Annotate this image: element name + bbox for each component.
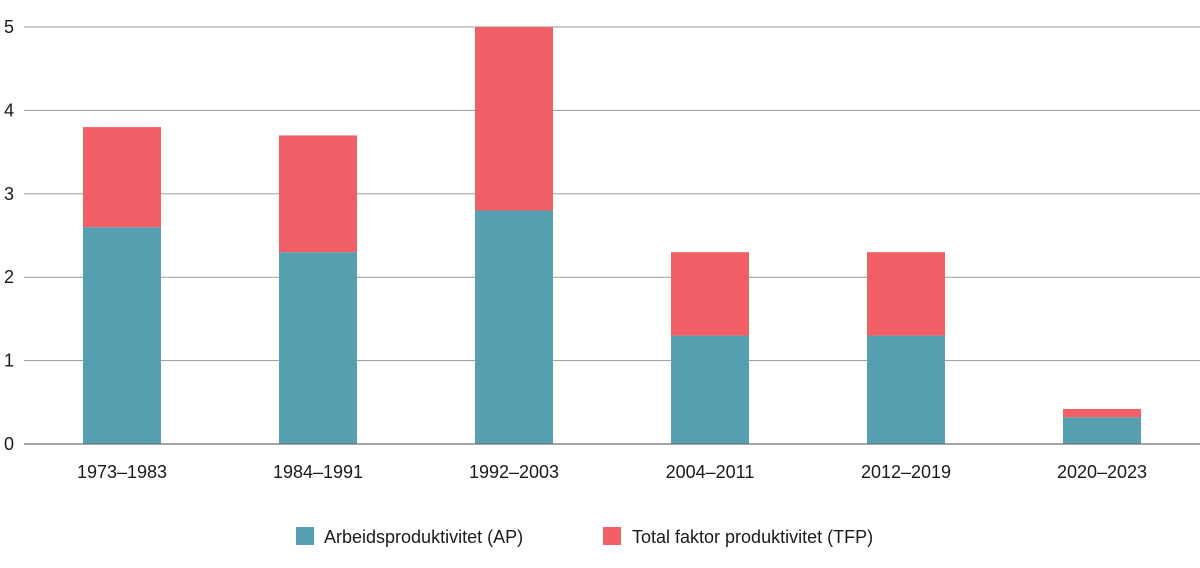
axis-layer: 0 1 2 3 4 5 1973–1983 1984–1991 1992–2003 2004–20… (4, 17, 1200, 482)
bar-ap-5 (1063, 417, 1141, 444)
bar-ap-3 (671, 335, 749, 444)
bar-tfp-1 (279, 135, 357, 253)
legend-label-tfp: Total faktor produktivitet (TFP) (632, 527, 873, 547)
x-tick-label: 1984–1991 (273, 462, 363, 482)
y-tick-label: 3 (4, 184, 14, 204)
bar-tfp-5 (1063, 408, 1141, 418)
legend-swatch-tfp (603, 527, 621, 545)
y-tick-label: 4 (4, 100, 14, 120)
bar-ap-0 (83, 227, 161, 444)
bar-tfp-3 (671, 252, 749, 336)
bar-tfp-2 (475, 27, 553, 211)
x-tick-label: 2020–2023 (1057, 462, 1147, 482)
x-tick-label: 2012–2019 (861, 462, 951, 482)
bar-ap-1 (279, 252, 357, 444)
legend-label-ap: Arbeidsproduktivitet (AP) (324, 527, 523, 547)
legend-swatch-ap (296, 527, 314, 545)
bar-tfp-0 (83, 127, 161, 228)
x-tick-label: 2004–2011 (666, 462, 755, 482)
bar-ap-2 (475, 210, 553, 444)
y-tick-label: 1 (4, 351, 14, 371)
x-tick-label: 1992–2003 (469, 462, 559, 482)
bar-ap-4 (867, 335, 945, 444)
y-tick-label: 0 (4, 434, 14, 454)
grid-layer (24, 26, 1200, 362)
y-tick-label: 2 (4, 267, 14, 287)
bar-tfp-4 (867, 252, 945, 336)
y-tick-label: 5 (4, 17, 14, 37)
legend: Arbeidsproduktivitet (AP) Total faktor pr… (296, 527, 873, 547)
bars-layer (83, 27, 1141, 444)
x-tick-label: 1973–1983 (77, 462, 167, 482)
